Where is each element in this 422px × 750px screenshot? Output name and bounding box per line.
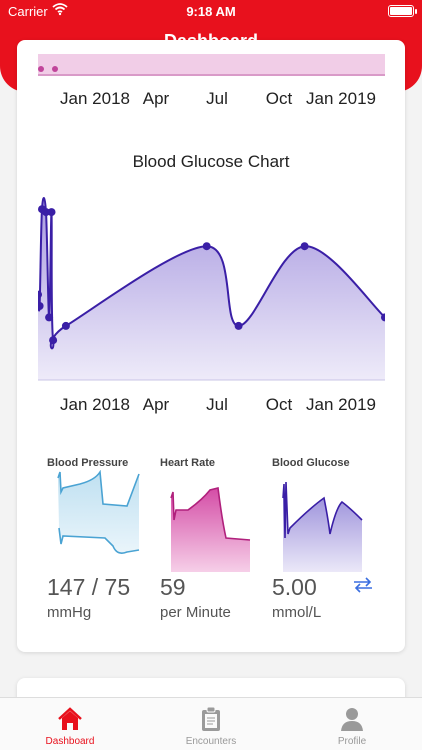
blood-glucose-unit: mmol/L xyxy=(272,604,322,621)
home-icon xyxy=(58,707,82,730)
glucose-x-tick: Jul xyxy=(206,395,228,414)
dashboard-card: Jan 2018 Apr Jul Oct Jan 2019 Blood Gluc… xyxy=(17,40,405,652)
glucose-point[interactable] xyxy=(381,313,385,322)
blood-pressure-title: Blood Pressure xyxy=(47,457,129,469)
glucose-point[interactable] xyxy=(42,208,50,217)
glucose-point[interactable] xyxy=(47,208,56,217)
blood-glucose-title: Blood Glucose xyxy=(272,457,350,469)
glucose-chart-title: Blood Glucose Chart xyxy=(132,152,290,171)
heart-rate-unit: per Minute xyxy=(160,604,231,621)
blood-glucose-sparkline[interactable] xyxy=(280,478,366,574)
status-bar: Carrier 9:18 AM xyxy=(0,0,422,22)
wifi-icon xyxy=(52,3,68,16)
glucose-axis-labels: Jan 2018 Apr Jul Oct Jan 2019 xyxy=(17,395,405,415)
timeline-tick: Jan 2019 xyxy=(306,89,376,108)
battery-tip xyxy=(415,9,417,14)
tab-encounters[interactable]: Encounters xyxy=(141,698,281,750)
timeline-point xyxy=(38,66,44,72)
swap-units-icon[interactable] xyxy=(351,576,375,594)
status-time: 9:18 AM xyxy=(186,4,236,19)
glucose-point[interactable] xyxy=(38,302,44,310)
clipboard-icon xyxy=(202,706,220,731)
glucose-area xyxy=(38,198,385,380)
blood-pressure-sparkline[interactable] xyxy=(55,470,141,562)
timeline-tick: Oct xyxy=(265,89,293,108)
glucose-x-tick: Jan 2019 xyxy=(306,395,376,414)
glucose-x-tick: Oct xyxy=(265,395,293,414)
blood-pressure-unit: mmHg xyxy=(47,604,92,621)
tab-dashboard[interactable]: Dashboard xyxy=(0,698,140,750)
glucose-point[interactable] xyxy=(234,321,243,330)
glucose-x-tick: Jan 2018 xyxy=(60,395,130,414)
blood-pressure-value: 147 / 75 xyxy=(47,574,131,600)
timeline-chart-strip xyxy=(38,54,385,76)
glucose-point[interactable] xyxy=(38,290,42,299)
tab-label: Profile xyxy=(337,736,367,747)
blood-glucose-value: 5.00 xyxy=(272,574,317,600)
glucose-point[interactable] xyxy=(61,321,70,330)
glucose-point[interactable] xyxy=(45,313,54,322)
battery-icon xyxy=(388,5,414,17)
heart-rate-sparkline[interactable] xyxy=(168,480,254,574)
glucose-x-tick: Apr xyxy=(142,395,170,414)
tab-label: Encounters xyxy=(185,736,237,747)
tab-label: Dashboard xyxy=(45,736,95,747)
heart-rate-value: 59 xyxy=(160,574,186,600)
timeline-tick: Jul xyxy=(206,89,228,108)
timeline-point xyxy=(52,66,58,72)
heart-rate-title: Heart Rate xyxy=(160,457,216,469)
timeline-tick: Apr xyxy=(142,89,170,108)
timeline-tick: Jan 2018 xyxy=(60,89,130,108)
glucose-point[interactable] xyxy=(300,242,309,251)
person-icon xyxy=(341,708,363,731)
tab-bar: Dashboard Encounters Profile xyxy=(0,697,422,750)
carrier-label: Carrier xyxy=(8,4,48,19)
glucose-point[interactable] xyxy=(49,336,58,345)
tab-profile[interactable]: Profile xyxy=(282,698,422,750)
glucose-chart[interactable] xyxy=(38,190,385,385)
glucose-point[interactable] xyxy=(202,242,211,251)
timeline-axis-labels: Jan 2018 Apr Jul Oct Jan 2019 xyxy=(17,89,405,109)
